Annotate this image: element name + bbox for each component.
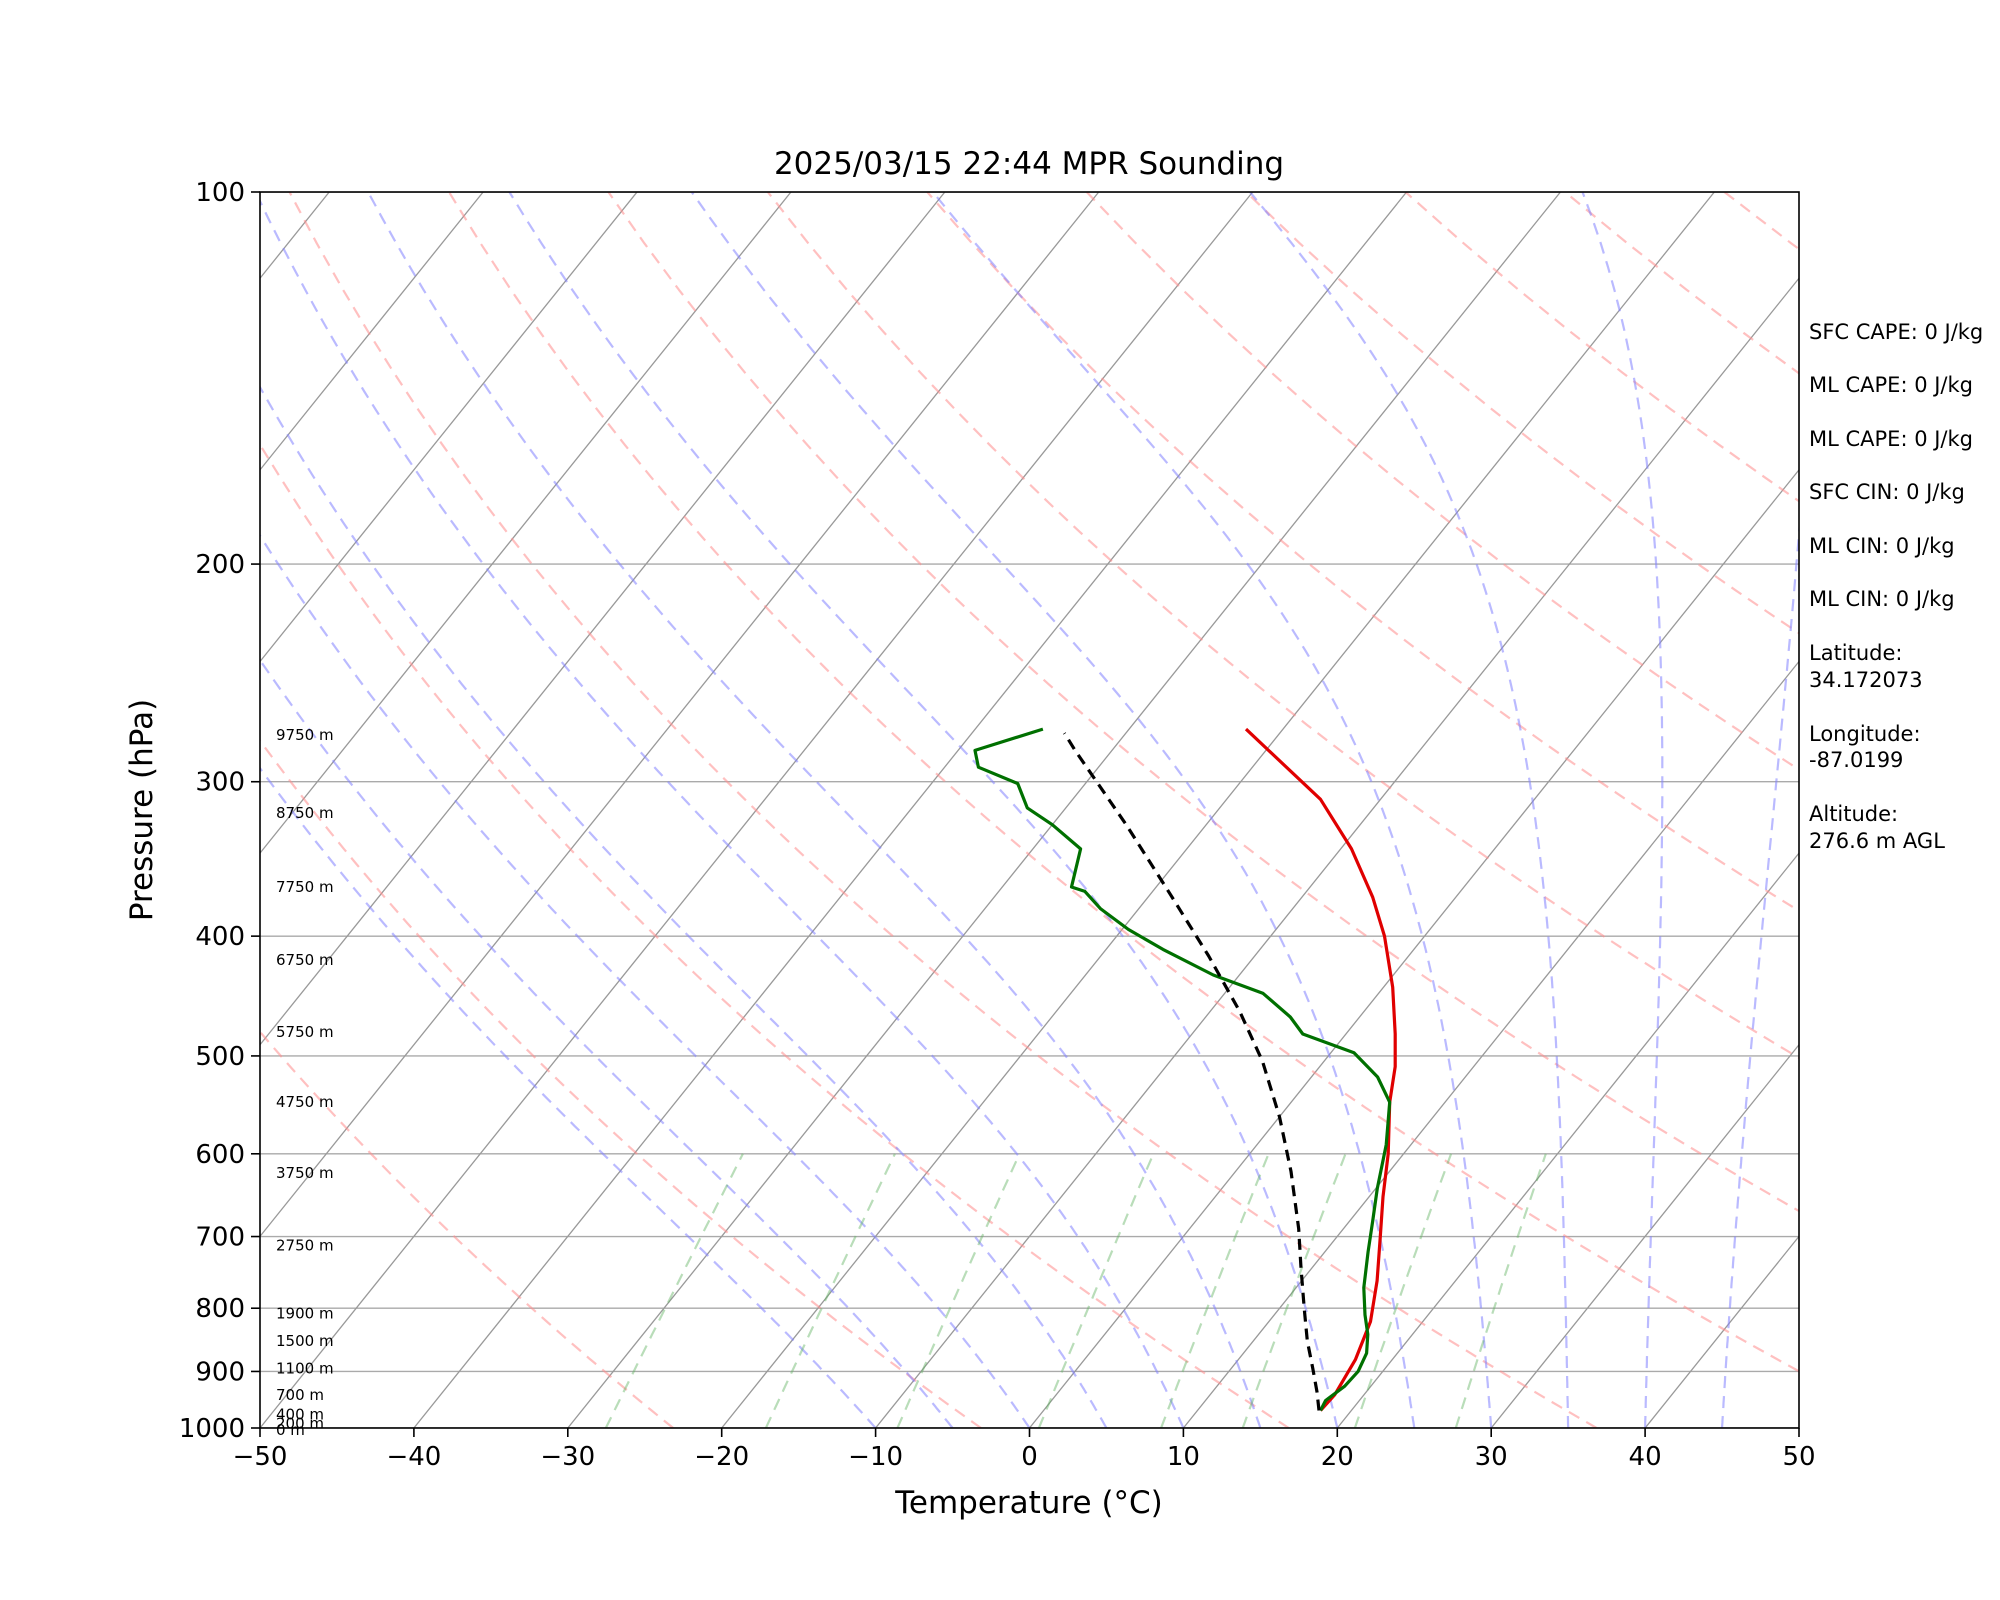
dry-adiabat: [766, 192, 1799, 1060]
x-tick-label: −40: [386, 1442, 441, 1472]
sfc-cin-text: SFC CIN: 0 J/kg: [1809, 480, 1965, 504]
ml-cin-text-2: ML CIN: 0 J/kg: [1809, 587, 1955, 611]
dry-adiabat: [288, 192, 1598, 1428]
height-label: 3750 m: [276, 1164, 334, 1182]
parcel-path: [1063, 732, 1321, 1411]
isotherm-line: [260, 192, 484, 471]
x-tick-label: −10: [848, 1442, 903, 1472]
x-tick-label: 50: [1782, 1442, 1815, 1472]
y-tick-label: 700: [195, 1223, 245, 1253]
height-label: 700 m: [276, 1386, 324, 1404]
height-label: 7750 m: [276, 878, 334, 896]
y-tick-label: 900: [195, 1357, 245, 1387]
height-label: 9750 m: [276, 726, 334, 744]
isotherm-line: [721, 192, 1715, 1428]
y-tick-label: 300: [195, 768, 245, 798]
mixing-ratio-line: [1353, 1153, 1453, 1428]
height-label: 4750 m: [276, 1093, 334, 1111]
mixing-ratio-line: [1160, 1153, 1270, 1428]
moist-adiabat: [508, 192, 1339, 1428]
isotherm-line: [260, 192, 792, 855]
isotherm-line: [1336, 852, 1799, 1428]
thermo-reference-lines: [0, 192, 1799, 1428]
mixing-ratio-line: [1241, 1153, 1347, 1428]
height-label: 1100 m: [276, 1359, 334, 1377]
moist-adiabat: [1581, 192, 1664, 1428]
height-label: 8750 m: [276, 804, 334, 822]
height-label: 5750 m: [276, 1023, 334, 1041]
dry-adiabat: [448, 192, 1799, 1373]
isotherm-line: [413, 192, 1408, 1428]
y-tick-label: 1000: [179, 1414, 245, 1444]
height-labels: 9750 m 8750 m 7750 m 6750 m 5750 m 4750 m 3750…: [276, 726, 334, 1439]
mixing-ratio-line: [1454, 1153, 1547, 1428]
height-label: 2750 m: [276, 1237, 334, 1255]
height-label: 6750 m: [276, 951, 334, 969]
sfc-cape-text: SFC CAPE: 0 J/kg: [1809, 320, 1983, 344]
parameter-panel: SFC CAPE: 0 J/kg ML CAPE: 0 J/kg ML CAPE…: [1809, 320, 1983, 853]
y-axis: 100 200 300 400 500 600 700 800 900 1000: [179, 178, 260, 1444]
x-tick-label: 10: [1167, 1442, 1200, 1472]
isotherm-line: [260, 192, 1100, 1238]
ml-cape-text-2: ML CAPE: 0 J/kg: [1809, 427, 1973, 451]
mixing-ratio-line: [1037, 1153, 1155, 1428]
isotherm-line: [875, 277, 1799, 1428]
altitude-label: Altitude:: [1809, 802, 1898, 826]
x-tick-label: −30: [540, 1442, 595, 1472]
y-tick-label: 600: [195, 1140, 245, 1170]
x-tick-label: −50: [233, 1442, 288, 1472]
moist-adiabat: [931, 192, 1493, 1428]
moist-adiabat: [367, 192, 1262, 1428]
dry-adiabat: [1085, 192, 1799, 771]
longitude-label: Longitude:: [1809, 722, 1921, 746]
ml-cin-text: ML CIN: 0 J/kg: [1809, 534, 1955, 558]
y-tick-label: 500: [195, 1042, 245, 1072]
x-tick-label: 40: [1629, 1442, 1662, 1472]
y-tick-label: 800: [195, 1294, 245, 1324]
moist-adiabat: [260, 658, 954, 1428]
dry-adiabat: [260, 442, 1290, 1428]
altitude-value: 276.6 m AGL: [1809, 829, 1945, 853]
x-tick-label: 0: [1021, 1442, 1038, 1472]
y-tick-label: 200: [195, 550, 245, 580]
moist-adiabat: [1249, 192, 1570, 1428]
y-tick-label: 400: [195, 922, 245, 952]
x-axis-label: Temperature (°C): [894, 1485, 1163, 1521]
isotherm-line: [260, 192, 946, 1046]
dry-adiabat: [607, 192, 1799, 1213]
isotherm-line: [567, 192, 1561, 1428]
x-tick-label: 30: [1475, 1442, 1508, 1472]
mixing-ratio-line: [764, 1153, 896, 1428]
isotherm-line: [1490, 1043, 1799, 1428]
height-label: 400 m: [276, 1405, 324, 1423]
mixing-ratio-line: [896, 1153, 1021, 1428]
x-axis: −50 −40 −30 −20 −10 0 10 20 30 40 50: [233, 1428, 1816, 1472]
isotherm-line: [0, 192, 21, 1428]
dewpoint-profile: [973, 727, 1392, 1412]
moist-adiabat: [260, 384, 1108, 1428]
dry-adiabat: [260, 738, 982, 1428]
isotherm-line: [1028, 468, 1799, 1428]
height-label: 0 m: [276, 1421, 305, 1439]
mixing-ratio-line: [604, 1153, 744, 1428]
latitude-value: 34.172073: [1809, 668, 1923, 692]
chart-title: 2025/03/15 22:44 MPR Sounding: [774, 146, 1284, 182]
ml-cape-text: ML CAPE: 0 J/kg: [1809, 373, 1973, 397]
x-tick-label: −20: [694, 1442, 749, 1472]
isotherm-line: [1182, 660, 1799, 1428]
moist-adiabat: [260, 198, 1185, 1428]
latitude-label: Latitude:: [1809, 641, 1903, 665]
longitude-value: -87.0199: [1809, 748, 1903, 772]
moist-adiabat: [690, 192, 1416, 1428]
moist-adiabat: [1720, 519, 1799, 1428]
x-tick-label: 20: [1321, 1442, 1354, 1472]
moist-adiabat: [260, 533, 1031, 1428]
height-label: 1500 m: [276, 1332, 334, 1350]
sounding-profiles: [973, 727, 1397, 1412]
y-axis-label: Pressure (hPa): [124, 699, 160, 921]
isotherm-line: [260, 192, 638, 663]
y-tick-label: 100: [195, 178, 245, 208]
height-label: 1900 m: [276, 1305, 334, 1323]
